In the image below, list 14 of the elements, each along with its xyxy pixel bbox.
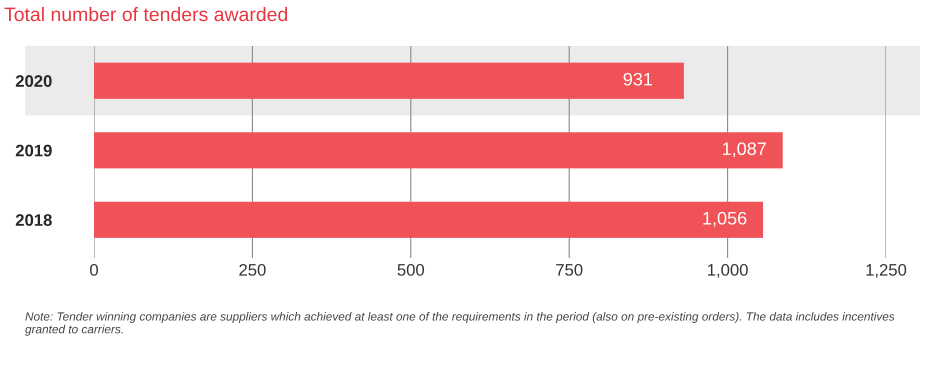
x-tick-label: 500: [398, 264, 424, 276]
y-tick-label: 2020: [16, 75, 52, 87]
data-label: 1,056: [703, 212, 746, 227]
text: Note: Tender winning companies are suppliers which achieved at least one of the requirements in the period (also on pre-existing orders). The data includes incentives granted to carriers.: [25, 312, 894, 336]
x-tick-label: 1,000: [708, 264, 748, 278]
y-tick-label: 2019: [16, 144, 52, 156]
x-tick-label: 1,250: [866, 264, 906, 278]
x-tick-label: 0: [90, 264, 98, 276]
y-tick-label: 2018: [16, 214, 52, 226]
x-tick-label: 250: [239, 264, 266, 276]
x-tick-label: 750: [556, 264, 582, 276]
data-label: 931: [624, 72, 652, 86]
chart-title: Total number of tenders awarded: [4, 6, 288, 22]
data-label: 1,087: [722, 142, 766, 158]
